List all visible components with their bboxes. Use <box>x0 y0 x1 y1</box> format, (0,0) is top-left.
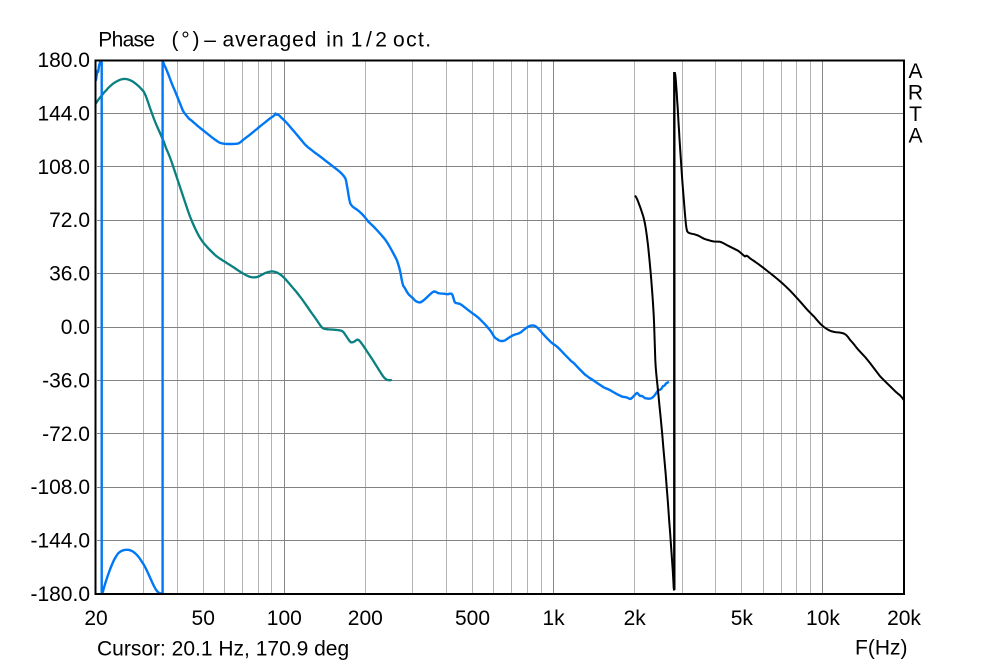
svg-text:Phase: Phase <box>98 29 154 52</box>
svg-text:20: 20 <box>84 607 107 630</box>
svg-text:10k: 10k <box>806 607 840 630</box>
svg-text:-72.0: -72.0 <box>42 423 90 446</box>
svg-text:36.0: 36.0 <box>49 263 90 286</box>
svg-text:-180.0: -180.0 <box>30 583 90 606</box>
svg-text:180.0: 180.0 <box>37 49 90 72</box>
svg-text:–: – <box>204 29 216 52</box>
svg-text:2k: 2k <box>624 607 647 630</box>
svg-text:144.0: 144.0 <box>37 102 90 125</box>
svg-text:50: 50 <box>192 607 215 630</box>
svg-text:100: 100 <box>267 607 302 630</box>
svg-text:(°): (°) <box>172 29 203 52</box>
svg-text:0.0: 0.0 <box>61 316 90 339</box>
svg-text:averaged: averaged <box>223 29 318 52</box>
svg-text:A: A <box>908 60 922 83</box>
svg-text:Cursor: 20.1 Hz, 170.9 deg: Cursor: 20.1 Hz, 170.9 deg <box>97 638 349 661</box>
svg-text:-108.0: -108.0 <box>30 476 90 499</box>
svg-text:20k: 20k <box>887 607 921 630</box>
svg-text:T: T <box>909 103 922 126</box>
svg-text:A: A <box>908 124 922 147</box>
svg-text:F(Hz): F(Hz) <box>855 637 907 660</box>
svg-text:1/2: 1/2 <box>351 29 391 52</box>
svg-text:-36.0: -36.0 <box>42 369 90 392</box>
svg-text:-144.0: -144.0 <box>30 530 90 553</box>
svg-text:in: in <box>326 29 344 52</box>
svg-text:108.0: 108.0 <box>37 156 90 179</box>
svg-text:200: 200 <box>348 607 383 630</box>
svg-text:500: 500 <box>455 607 490 630</box>
svg-text:R: R <box>908 81 923 104</box>
svg-text:72.0: 72.0 <box>49 209 90 232</box>
svg-text:oct.: oct. <box>393 29 432 52</box>
svg-text:5k: 5k <box>731 607 754 630</box>
svg-text:1k: 1k <box>543 607 566 630</box>
